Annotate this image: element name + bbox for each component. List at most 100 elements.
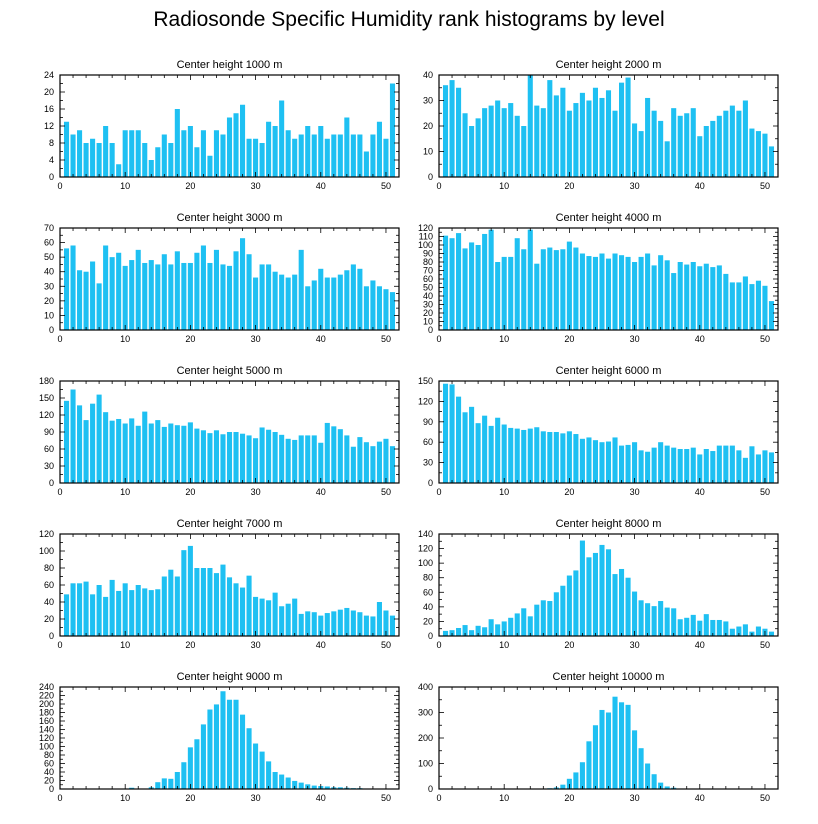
bar: [240, 104, 246, 177]
bar: [122, 423, 128, 483]
bar: [729, 282, 735, 330]
bar: [547, 247, 553, 330]
bar: [292, 274, 298, 330]
bar: [155, 264, 161, 330]
bar: [456, 627, 462, 636]
bar: [187, 545, 193, 636]
chart-panel-10: Center height 10000 m 0 10 20 30 40 50 0 100 200 3…: [418, 671, 779, 803]
bar: [736, 110, 742, 177]
y-tick-label: 80: [423, 573, 433, 583]
bar: [350, 134, 356, 177]
bar: [298, 613, 304, 636]
bar: [664, 260, 670, 330]
bar: [181, 550, 187, 636]
bar: [560, 585, 566, 636]
y-tick-label: 140: [418, 529, 433, 539]
bar: [116, 418, 122, 483]
bar: [703, 126, 709, 177]
y-tick-label: 20: [44, 296, 54, 306]
y-tick-label: 220: [39, 691, 54, 701]
bar: [605, 441, 612, 483]
bar: [566, 241, 572, 330]
bar: [723, 273, 729, 330]
y-tick-label: 120: [39, 733, 54, 743]
bar: [168, 264, 174, 330]
bar: [501, 108, 507, 177]
bar: [213, 249, 219, 330]
bar: [181, 425, 187, 483]
bar: [638, 450, 644, 483]
bar: [619, 568, 625, 636]
bar: [376, 602, 382, 636]
bar: [553, 95, 559, 177]
bar: [716, 445, 722, 483]
bar: [495, 100, 501, 177]
panel-title: Center height 8000 m: [556, 518, 662, 530]
bar: [70, 245, 76, 330]
bar: [220, 434, 226, 483]
chart-panel-7: Center height 7000 m 0 10 20 30 40 50 0 20 40 60 80…: [39, 518, 400, 650]
bar: [501, 256, 507, 330]
bar: [625, 704, 631, 789]
bar: [129, 590, 135, 636]
bar: [638, 600, 644, 636]
bar: [625, 77, 631, 177]
y-tick-label: 10: [423, 147, 433, 157]
bar: [376, 441, 382, 483]
y-tick-label: 30: [44, 461, 54, 471]
bar: [671, 447, 677, 483]
y-tick-label: 120: [39, 529, 54, 539]
bar: [259, 143, 265, 177]
bar: [174, 772, 180, 789]
bar: [357, 134, 363, 177]
bar: [279, 434, 285, 483]
y-tick-label: 200: [39, 699, 54, 709]
y-tick-label: 60: [44, 759, 54, 769]
bar: [285, 277, 291, 330]
bar: [122, 265, 128, 330]
bar: [755, 131, 761, 177]
bar: [200, 568, 206, 636]
bar: [514, 428, 520, 483]
bar: [103, 126, 109, 177]
y-tick-label: 0: [428, 172, 433, 182]
bar: [129, 418, 135, 483]
x-tick-label: 10: [499, 487, 509, 497]
bar: [207, 568, 213, 636]
bar: [246, 435, 252, 483]
bar: [540, 108, 546, 177]
bar: [462, 113, 468, 177]
main-title: Radiosonde Specific Humidity rank histog…: [153, 8, 665, 31]
bar: [383, 438, 389, 483]
x-tick-label: 50: [760, 181, 770, 191]
bar: [619, 255, 625, 330]
bar: [534, 263, 540, 330]
bar: [266, 264, 272, 330]
bar: [651, 265, 657, 330]
bar: [311, 134, 317, 177]
x-tick-label: 50: [381, 793, 391, 803]
y-tick-label: 100: [418, 240, 433, 250]
bar: [645, 763, 651, 789]
bar: [383, 610, 389, 636]
bar: [501, 621, 507, 636]
bar: [625, 444, 631, 483]
bar: [514, 238, 520, 330]
bar: [148, 160, 154, 177]
bar: [690, 262, 696, 330]
bar: [508, 256, 514, 330]
bar: [233, 583, 239, 636]
bar: [285, 438, 291, 483]
bar: [305, 435, 311, 483]
x-tick-label: 40: [316, 181, 326, 191]
bar: [253, 438, 259, 483]
bar: [344, 270, 350, 330]
bar: [285, 130, 291, 177]
bar: [103, 412, 109, 483]
bar: [566, 110, 572, 177]
bar: [651, 447, 657, 483]
bar: [742, 457, 748, 483]
bar: [324, 277, 330, 330]
y-tick-label: 160: [39, 716, 54, 726]
bar: [389, 292, 396, 330]
